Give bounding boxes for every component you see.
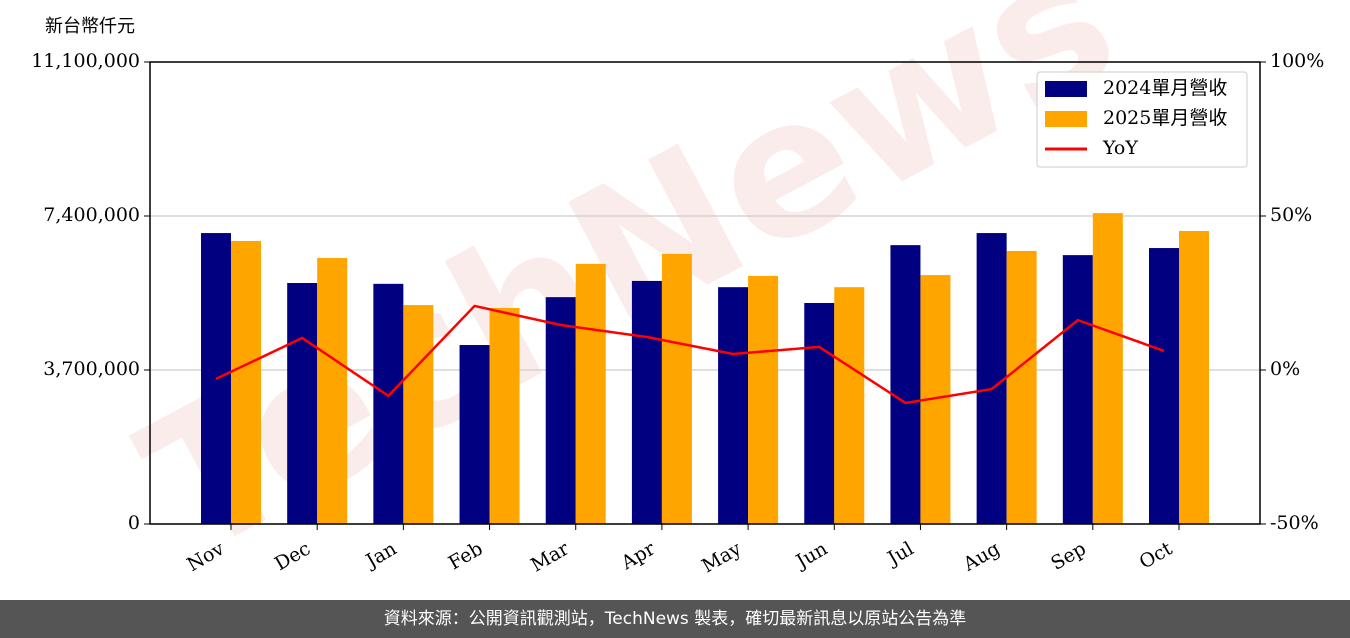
bar — [1092, 213, 1123, 524]
bar — [718, 287, 749, 524]
bar — [545, 297, 576, 524]
bar — [575, 263, 606, 524]
yoy-line — [215, 304, 1165, 405]
x-tick-label: Oct — [1136, 537, 1177, 573]
bar — [834, 287, 865, 524]
bar — [890, 245, 921, 524]
bar — [1062, 255, 1093, 524]
legend-label: 2025單月營收 — [1103, 107, 1227, 129]
y2-tick-label: 100% — [1270, 50, 1324, 72]
y-tick-label: 3,700,000 — [43, 358, 140, 380]
y-tick-label: 11,100,000 — [31, 50, 140, 72]
x-tick-label: Aug — [959, 538, 1004, 577]
x-tick-label: Jan — [361, 538, 401, 574]
legend-box — [1036, 71, 1248, 168]
legend-label: YoY — [1102, 137, 1138, 159]
y2-tick-label: 50% — [1270, 204, 1312, 226]
y-tick-label: 0 — [128, 512, 140, 534]
bar — [804, 302, 835, 524]
bar — [373, 283, 404, 524]
chart: 新台幣仟元 TechNews 03,700,0007,400,00011,100… — [31, 0, 1324, 598]
bar — [748, 275, 779, 524]
unit-label: 新台幣仟元 — [45, 16, 135, 37]
bar — [403, 305, 434, 524]
y2-tick-label: -50% — [1270, 512, 1319, 534]
bar — [489, 307, 520, 524]
legend-label: 2024單月營收 — [1103, 77, 1227, 99]
bar — [231, 240, 261, 525]
footer: 資料來源：公開資訊觀測站，TechNews 製表，確切最新訊息以原站公告為準 — [0, 600, 1350, 638]
x-tick-label: Apr — [617, 537, 660, 574]
plot-frame — [149, 61, 1261, 525]
bar — [287, 283, 318, 524]
x-tick-label: May — [698, 537, 745, 577]
y-tick-label: 7,400,000 — [43, 204, 140, 226]
bar — [459, 345, 490, 524]
bar — [1179, 230, 1209, 525]
x-tick-label: Feb — [445, 538, 487, 575]
y2-tick-label: 0% — [1270, 358, 1300, 380]
bar — [1006, 250, 1037, 524]
bar — [317, 258, 348, 524]
bar — [631, 280, 662, 524]
legend-swatch — [1045, 81, 1087, 97]
bar — [661, 253, 692, 524]
x-tick-label: Jul — [882, 538, 917, 571]
x-tick-label: Sep — [1047, 538, 1090, 575]
bar — [976, 233, 1007, 524]
legend-swatch — [1045, 111, 1087, 127]
bar — [1149, 248, 1179, 524]
x-tick-label: Mar — [527, 537, 573, 576]
x-tick-label: Jun — [791, 538, 832, 574]
